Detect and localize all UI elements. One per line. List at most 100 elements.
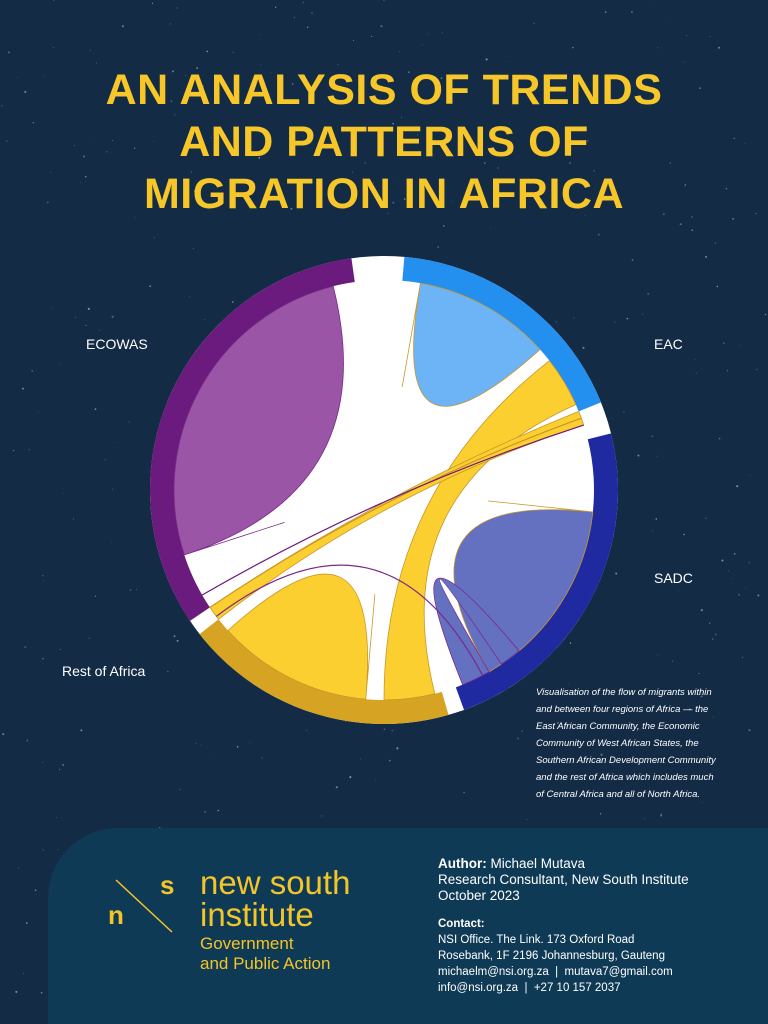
star: [260, 64, 262, 66]
star: [104, 458, 107, 461]
star: [353, 39, 355, 41]
star: [112, 140, 114, 142]
star: [421, 44, 423, 46]
star: [7, 51, 10, 54]
star: [726, 370, 729, 372]
star: [42, 762, 44, 763]
logo-mark: n: [108, 900, 124, 930]
star: [185, 74, 187, 77]
star: [691, 216, 693, 218]
star: [176, 7, 178, 9]
star: [642, 314, 643, 315]
star: [53, 0, 55, 1]
star: [111, 315, 114, 318]
star: [335, 786, 338, 789]
star: [337, 64, 339, 66]
star: [568, 683, 570, 685]
star: [399, 51, 401, 52]
star: [705, 256, 708, 258]
region-label: EAC: [654, 336, 683, 352]
flow-ribbon: [227, 573, 376, 700]
star: [88, 637, 90, 639]
star: [31, 370, 33, 372]
star: [721, 559, 724, 562]
star: [744, 142, 746, 144]
star: [425, 724, 427, 726]
star: [685, 35, 687, 37]
star: [698, 673, 700, 675]
caption-line: of Central Africa and all of North Afric…: [536, 789, 701, 800]
star: [757, 594, 760, 597]
star: [599, 813, 602, 815]
logo-name: institute: [200, 896, 314, 933]
star: [94, 595, 97, 597]
star: [373, 182, 375, 184]
star: [626, 317, 629, 320]
star: [517, 737, 520, 740]
star: [231, 301, 234, 303]
caption-line: East African Community, the Economic: [536, 721, 700, 732]
star: [194, 190, 196, 193]
star: [150, 342, 152, 344]
star: [169, 23, 172, 25]
star: [396, 747, 399, 750]
star: [533, 22, 535, 24]
star: [660, 813, 663, 816]
star: [732, 218, 734, 220]
region-label: ECOWAS: [86, 336, 148, 352]
star: [306, 26, 309, 29]
star: [56, 816, 58, 818]
star: [705, 517, 707, 519]
star: [644, 818, 646, 820]
star: [604, 739, 606, 741]
star: [700, 609, 703, 612]
star: [18, 867, 19, 869]
star: [236, 745, 239, 748]
star: [167, 671, 169, 673]
star: [684, 184, 687, 186]
caption-line: Visualisation of the flow of migrants wi…: [536, 687, 712, 698]
star: [490, 227, 491, 229]
star: [532, 82, 536, 86]
star: [260, 34, 261, 36]
star: [679, 223, 682, 226]
star: [151, 2, 154, 5]
star: [718, 437, 721, 440]
star: [671, 660, 674, 662]
star: [23, 972, 24, 974]
star: [678, 348, 679, 350]
star: [136, 588, 138, 590]
star: [111, 542, 112, 544]
star: [43, 74, 45, 76]
flow-ribbon: [433, 577, 520, 686]
star: [306, 730, 308, 732]
star: [17, 77, 18, 79]
star: [684, 185, 686, 187]
star: [73, 144, 76, 147]
region-arc: [150, 258, 355, 621]
star: [134, 217, 136, 219]
star: [193, 247, 195, 250]
region-arc: [199, 619, 449, 724]
star: [41, 574, 44, 577]
star: [748, 562, 750, 564]
star: [2, 733, 5, 736]
flow-line: [201, 424, 584, 596]
star: [80, 182, 82, 183]
star: [171, 70, 174, 73]
star: [506, 60, 507, 62]
star: [291, 83, 294, 85]
star: [88, 351, 90, 352]
star: [374, 779, 376, 781]
star: [149, 285, 152, 288]
star: [258, 157, 261, 159]
star: [52, 307, 53, 308]
star: [367, 32, 369, 34]
star: [401, 116, 403, 118]
footer: n s new south institute Government and P…: [48, 828, 768, 1024]
star: [572, 46, 574, 49]
star: [128, 421, 131, 423]
star: [555, 321, 557, 323]
star: [270, 93, 272, 95]
star: [440, 77, 443, 80]
